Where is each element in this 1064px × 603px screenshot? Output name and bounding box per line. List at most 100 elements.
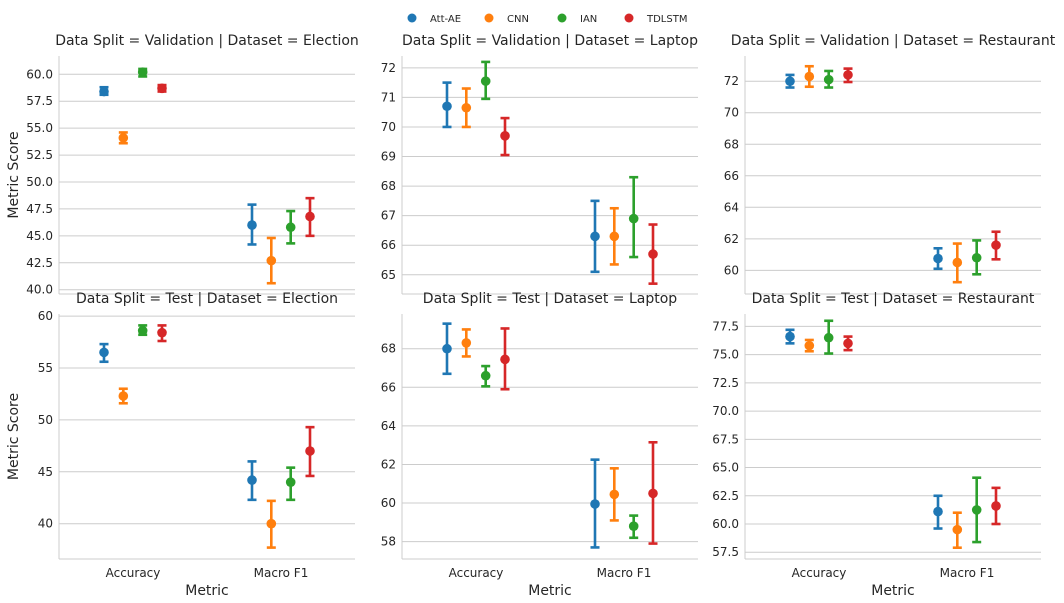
y-tick-label: 66 — [381, 380, 396, 394]
y-tick-label: 68 — [381, 179, 396, 193]
y-tick-label: 68 — [381, 342, 396, 356]
y-tick-label: 65 — [381, 268, 396, 282]
data-point — [461, 102, 472, 113]
y-tick-label: 65.0 — [712, 461, 739, 475]
y-axis-label: Metric Score — [6, 131, 22, 218]
data-point — [285, 222, 296, 233]
data-point — [823, 332, 834, 343]
y-tick-label: 72 — [724, 74, 739, 88]
legend-item: TDLSTM — [624, 13, 687, 25]
y-tick-label: 62 — [381, 457, 396, 471]
chart-panel: 65 66 67 68 69 70 71 72 Data Split = Validation … — [381, 33, 698, 295]
y-tick-label: 75.0 — [712, 348, 739, 362]
chart-panel: 40.0 42.5 45.0 47.5 50.0 52.5 55.0 57.5 60.0 Data… — [6, 33, 359, 297]
y-tick-label: 62 — [724, 232, 739, 246]
legend-item: IAN — [557, 13, 597, 25]
y-tick-label: 58 — [381, 535, 396, 549]
y-tick-label: 71 — [381, 90, 396, 104]
panel-title: Data Split = Test | Dataset = Laptop — [423, 291, 678, 307]
data-point — [118, 391, 129, 401]
data-point — [247, 475, 257, 485]
x-tick-label: Accuracy — [792, 566, 847, 580]
data-point — [480, 76, 491, 86]
data-point — [266, 518, 277, 529]
y-tick-label: 57.5 — [26, 94, 53, 108]
data-point — [628, 521, 639, 532]
data-point — [590, 231, 600, 242]
data-point — [971, 505, 982, 515]
data-point — [952, 524, 963, 535]
legend-item: Att-AE — [407, 13, 461, 25]
legend-label: CNN — [507, 14, 529, 25]
x-tick-label: Macro F1 — [254, 566, 309, 580]
y-tick-label: 60 — [381, 496, 396, 510]
y-tick-label: 55.0 — [26, 121, 53, 135]
data-point — [480, 370, 491, 381]
data-point — [991, 240, 1001, 250]
legend-label: IAN — [580, 14, 597, 25]
data-point — [305, 446, 315, 456]
data-point — [118, 133, 129, 143]
chart-panel: 57.5 60.0 62.5 65.0 67.5 70.0 72.5 75.0 77.5 Data… — [712, 291, 1041, 599]
y-tick-label: 55 — [38, 361, 53, 375]
data-point — [804, 71, 815, 82]
data-point — [648, 249, 658, 259]
panel-title: Data Split = Validation | Dataset = Elec… — [55, 33, 359, 49]
x-axis-label: Metric — [528, 583, 572, 599]
panel-title: Data Split = Test | Dataset = Election — [76, 291, 338, 307]
y-tick-label: 60 — [724, 263, 739, 277]
panel-title: Data Split = Validation | Dataset = Rest… — [731, 33, 1056, 49]
data-point — [442, 101, 452, 112]
data-point — [609, 231, 620, 242]
x-axis-label: Metric — [185, 583, 229, 599]
data-point — [971, 252, 982, 263]
data-point — [247, 220, 257, 230]
data-point — [99, 86, 109, 97]
y-tick-label: 70 — [724, 106, 739, 120]
y-tick-label: 68 — [724, 137, 739, 151]
y-tick-label: 60.0 — [26, 67, 53, 81]
y-tick-label: 50.0 — [26, 175, 53, 189]
x-tick-label: Accuracy — [106, 566, 161, 580]
data-point — [157, 83, 167, 94]
data-point — [305, 211, 315, 222]
data-point — [285, 477, 296, 487]
data-point — [609, 489, 620, 500]
legend-label: TDLSTM — [646, 14, 687, 25]
data-point — [137, 67, 148, 77]
data-point — [804, 340, 815, 351]
data-point — [785, 331, 795, 342]
y-tick-label: 40.0 — [26, 283, 53, 297]
data-point — [785, 76, 795, 87]
y-tick-label: 72.5 — [712, 376, 739, 390]
data-point — [500, 354, 510, 365]
data-point — [461, 338, 472, 348]
legend-marker — [484, 13, 494, 23]
data-point — [933, 253, 943, 264]
y-tick-label: 57.5 — [712, 545, 739, 559]
y-tick-label: 47.5 — [26, 202, 53, 216]
data-point — [843, 70, 853, 80]
y-tick-label: 77.5 — [712, 319, 739, 333]
y-tick-label: 60.0 — [712, 517, 739, 531]
data-point — [933, 506, 943, 517]
y-tick-label: 70.0 — [712, 404, 739, 418]
data-point — [648, 488, 658, 499]
y-tick-label: 45 — [38, 465, 53, 479]
y-tick-label: 42.5 — [26, 256, 53, 270]
legend-marker — [407, 13, 417, 23]
data-point — [500, 131, 510, 141]
y-tick-label: 67.5 — [712, 432, 739, 446]
chart-panel: 58 60 62 64 66 68 Data Split = Test | Dataset … — [381, 291, 698, 599]
chart-panel: 40 45 50 55 60 Data Split = Test | Dataset = … — [6, 291, 355, 599]
y-tick-label: 40 — [38, 517, 53, 531]
y-tick-label: 70 — [381, 120, 396, 134]
y-tick-label: 52.5 — [26, 148, 53, 162]
x-tick-label: Macro F1 — [940, 566, 995, 580]
y-tick-label: 62.5 — [712, 489, 739, 503]
chart-panel: 60 62 64 66 68 70 72 Data Split = Validation | … — [724, 33, 1056, 295]
data-point — [628, 213, 639, 224]
legend-marker — [624, 13, 634, 23]
data-point — [137, 325, 148, 336]
y-tick-label: 66 — [724, 169, 739, 183]
